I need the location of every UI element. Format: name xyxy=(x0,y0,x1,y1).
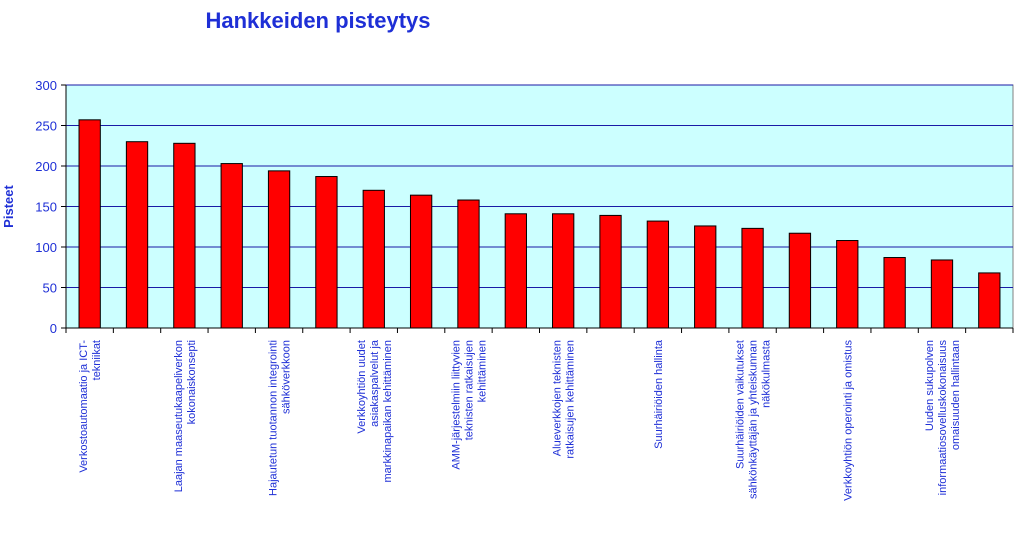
bar xyxy=(457,199,480,329)
category-label-line: Laajan maaseutukaapeliverkon xyxy=(173,340,185,492)
category-label-line: Verkkoyhtiön uudet xyxy=(356,340,368,434)
bar xyxy=(646,220,670,329)
y-tick-label: 250 xyxy=(35,119,57,134)
y-axis-title: Pisteet xyxy=(1,185,16,228)
category-label-line: Alueverkkojen teknisten xyxy=(552,340,564,456)
bar xyxy=(552,213,575,329)
bar xyxy=(504,213,527,329)
category-label-line: sähkönkäyttäjän ja yhteiskunnan xyxy=(748,340,760,499)
bar xyxy=(694,225,717,329)
bar xyxy=(741,227,764,329)
bar xyxy=(173,142,196,329)
bar xyxy=(267,170,291,329)
category-label: Verkkoyhtiön operointi ja omistus xyxy=(842,340,854,501)
bar xyxy=(978,272,1001,329)
category-label-line: kehittäminen xyxy=(476,340,488,402)
category-label-line: Hajautetun tuotannon integrointi xyxy=(268,340,280,496)
category-label: Alueverkkojen teknistenratkaisujen kehit… xyxy=(552,340,577,459)
category-label-line: kokonaiskonsepti xyxy=(186,340,198,424)
y-tick-label: 150 xyxy=(35,200,57,215)
category-label-line: omaisuuden hallintaan xyxy=(950,340,962,450)
bar xyxy=(220,163,243,329)
category-label-line: teknisten ratkaisujen xyxy=(463,340,475,440)
category-label-line: AMM-järjestelmiin liittyvien xyxy=(450,340,462,470)
category-label-line: Suurhäiriöiden hallinta xyxy=(653,339,665,449)
category-label: Verkostoautomaatio ja ICT-tekniikat xyxy=(78,340,103,473)
category-label-line: näkökulmasta xyxy=(761,339,773,408)
category-label: Suurhäiriöiden hallinta xyxy=(653,339,665,449)
chart-title: Hankkeiden pisteytys xyxy=(205,8,431,33)
category-label-line: sähköverkkoon xyxy=(281,340,293,414)
category-label: Laajan maaseutukaapeliverkonkokonaiskons… xyxy=(173,340,198,492)
category-label: Suurhäiriöiden vaikutuksetsähkönkäyttäjä… xyxy=(735,339,773,499)
category-label: AMM-järjestelmiin liittyvienteknisten ra… xyxy=(450,340,488,470)
category-label-line: Uuden sukupolven xyxy=(924,340,936,431)
y-tick-label: 0 xyxy=(50,321,57,336)
category-label-line: tekniikat xyxy=(91,340,103,380)
bar xyxy=(315,176,338,329)
category-label: Verkkoyhtiön uudetasiakaspalvelut jamark… xyxy=(356,339,394,482)
category-label: Hajautetun tuotannon integrointisähköver… xyxy=(268,340,293,496)
category-label: Uuden sukupolveninformaatiosovelluskokon… xyxy=(924,340,962,496)
category-label-line: asiakaspalvelut ja xyxy=(369,339,381,427)
bar xyxy=(883,257,906,329)
bar xyxy=(78,119,101,329)
bar xyxy=(599,214,622,329)
bar xyxy=(125,141,149,329)
y-tick-label: 50 xyxy=(43,281,57,296)
bar xyxy=(930,259,954,329)
bars xyxy=(78,119,1001,329)
category-label-line: Verkostoautomaatio ja ICT- xyxy=(78,340,90,473)
category-label-line: Suurhäiriöiden vaikutukset xyxy=(735,340,747,469)
category-label-line: ratkaisujen kehittäminen xyxy=(565,340,577,459)
category-labels: Verkostoautomaatio ja ICT-tekniikat Laaja… xyxy=(78,339,962,501)
y-tick-label: 200 xyxy=(35,159,57,174)
bar xyxy=(409,194,433,329)
category-label-line: informaatiosovelluskokonaisuus xyxy=(937,340,949,496)
bar xyxy=(836,240,859,329)
bar xyxy=(362,189,385,329)
category-label-line: Verkkoyhtiön operointi ja omistus xyxy=(842,340,854,501)
category-label-line: markkinapaikan kehittäminen xyxy=(382,340,394,482)
y-tick-label: 300 xyxy=(35,78,57,93)
y-tick-label: 100 xyxy=(35,240,57,255)
bar xyxy=(788,232,812,329)
